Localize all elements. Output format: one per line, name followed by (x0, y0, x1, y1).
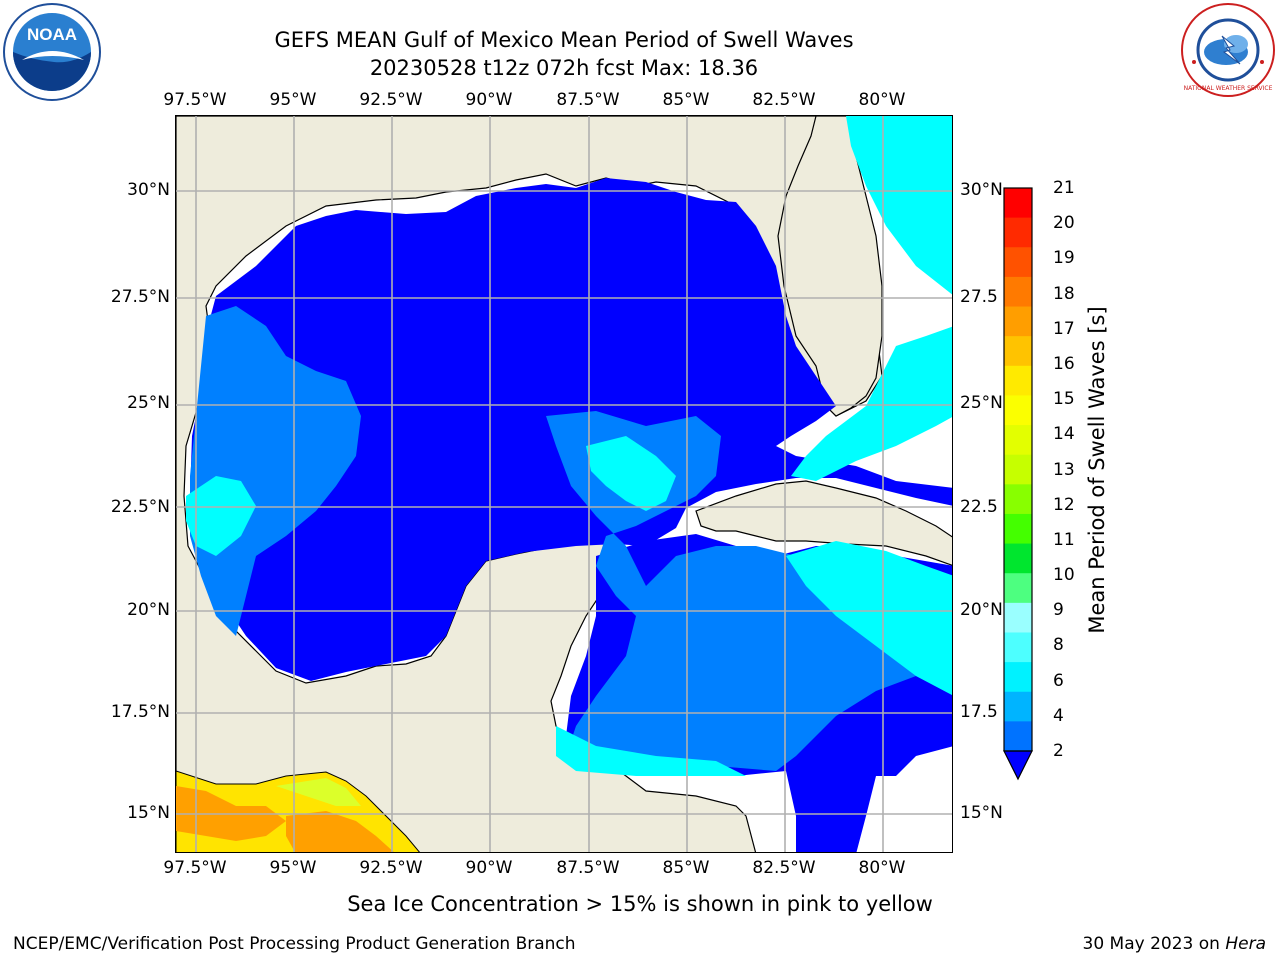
lon-tick-bottom: 95°W (269, 858, 317, 878)
lon-tick-top: 85°W (662, 90, 710, 110)
lat-tick-left: 27.5°N (110, 287, 170, 307)
colorbar-band (1004, 602, 1032, 633)
colorbar-tick-label: 18 (1053, 283, 1075, 304)
colorbar-tick-label: 16 (1053, 353, 1075, 374)
lon-tick-top: 92.5°W (359, 90, 423, 110)
colorbar-band (1004, 513, 1032, 545)
colorbar-band (1004, 573, 1032, 604)
colorbar-tick-label: 19 (1053, 248, 1075, 269)
ice-region-green (276, 778, 361, 806)
colorbar-band (1004, 721, 1032, 752)
footer-date: 30 May 2023 on Hera (1083, 934, 1267, 954)
footer-credit: NCEP/EMC/Verification Post Processing Pr… (13, 934, 576, 954)
lat-tick-right: 30°N (960, 180, 1003, 200)
lon-tick-bottom: 85°W (662, 858, 710, 878)
lat-tick-right: 27.5 (960, 287, 998, 307)
lat-tick-right: 15°N (960, 803, 1003, 823)
lon-tick-bottom: 92.5°W (359, 858, 423, 878)
lat-tick-left: 25°N (127, 393, 170, 413)
lon-tick-top: 97.5°W (163, 90, 227, 110)
noaa-logo-text: NOAA (27, 25, 77, 44)
colorbar-title: Mean Period of Swell Waves [s] (1085, 306, 1109, 634)
colorbar-band (1004, 662, 1032, 693)
lat-tick-left: 30°N (127, 180, 170, 200)
lat-tick-right: 25°N (960, 393, 1003, 413)
lon-tick-bottom: 82.5°W (752, 858, 816, 878)
sea-ice-note: Sea Ice Concentration > 15% is shown in … (347, 892, 933, 916)
colorbar-band (1004, 188, 1032, 219)
footer-machine: Hera (1225, 934, 1266, 954)
colorbar-band (1004, 632, 1032, 663)
lat-tick-right: 22.5 (960, 497, 998, 517)
colorbar-band (1004, 691, 1032, 722)
nws-logo-text: NATIONAL WEATHER SERVICE (1184, 85, 1273, 92)
graticule (176, 116, 952, 852)
colorbar-tick-label: 4 (1053, 705, 1064, 726)
lat-tick-left: 17.5°N (110, 702, 170, 722)
colorbar-border (1003, 187, 1033, 752)
lon-tick-top: 90°W (465, 90, 513, 110)
colorbar-tick-label: 9 (1053, 600, 1064, 621)
colorbar-band (1004, 484, 1032, 515)
colorbar (1003, 187, 1033, 781)
lat-tick-right: 17.5 (960, 702, 998, 722)
colorbar-tick-label: 8 (1053, 635, 1064, 656)
land-cuba (695, 480, 952, 566)
colorbar-band (1004, 276, 1032, 308)
colorbar-extend-arrow (1003, 750, 1033, 781)
noaa-logo: NOAA (3, 3, 101, 101)
colorbar-band (1004, 395, 1032, 426)
map-canvas (176, 116, 952, 852)
colorbar-band (1004, 543, 1032, 574)
lon-tick-top: 80°W (858, 90, 906, 110)
swell-region-cyan-central (586, 436, 676, 511)
lon-tick-bottom: 97.5°W (163, 858, 227, 878)
colorbar-tick-label: 12 (1053, 494, 1075, 515)
chart-title: GEFS MEAN Gulf of Mexico Mean Period of … (274, 28, 854, 52)
colorbar-tick-label: 13 (1053, 459, 1075, 480)
lat-tick-left: 15°N (127, 803, 170, 823)
colorbar-band (1004, 336, 1032, 367)
colorbar-band (1004, 365, 1032, 396)
colorbar-tick-label: 15 (1053, 389, 1075, 410)
colorbar-tick-label: 17 (1053, 318, 1075, 339)
swell-region-cyan-south (556, 726, 746, 776)
colorbar-tick-label: 6 (1053, 670, 1064, 691)
footer-date-text: 30 May 2023 on (1082, 934, 1220, 954)
swell-region-medium-west (190, 306, 361, 636)
chart-subtitle: 20230528 t12z 072h fcst Max: 18.36 (369, 56, 759, 80)
colorbar-band (1004, 217, 1032, 248)
colorbar-band (1004, 306, 1032, 337)
swell-region-cyan-florida (791, 116, 952, 481)
colorbar-tick-label: 20 (1053, 213, 1075, 234)
colorbar-band (1004, 454, 1032, 485)
colorbar-tick-label: 10 (1053, 565, 1075, 586)
lat-tick-right: 20°N (960, 600, 1003, 620)
ice-region-orange-2 (286, 811, 394, 852)
lon-tick-top: 87.5°W (556, 90, 620, 110)
lat-tick-left: 22.5°N (110, 497, 170, 517)
swell-region-cyan-west (186, 476, 256, 556)
lon-tick-bottom: 87.5°W (556, 858, 620, 878)
lon-tick-bottom: 80°W (858, 858, 906, 878)
colorbar-band (1004, 425, 1032, 456)
lon-tick-bottom: 90°W (465, 858, 513, 878)
map-panel (175, 115, 953, 853)
nws-logo: NATIONAL WEATHER SERVICE (1181, 3, 1275, 97)
colorbar-tick-label: 21 (1053, 178, 1075, 198)
lon-tick-top: 95°W (269, 90, 317, 110)
swell-region-cyan-east (786, 541, 952, 695)
lon-tick-top: 82.5°W (752, 90, 816, 110)
lat-tick-left: 20°N (127, 600, 170, 620)
colorbar-tick-label: 14 (1053, 424, 1075, 445)
colorbar-tick-label: 2 (1053, 741, 1064, 761)
colorbar-band (1004, 247, 1032, 278)
colorbar-tick-label: 11 (1053, 529, 1075, 550)
